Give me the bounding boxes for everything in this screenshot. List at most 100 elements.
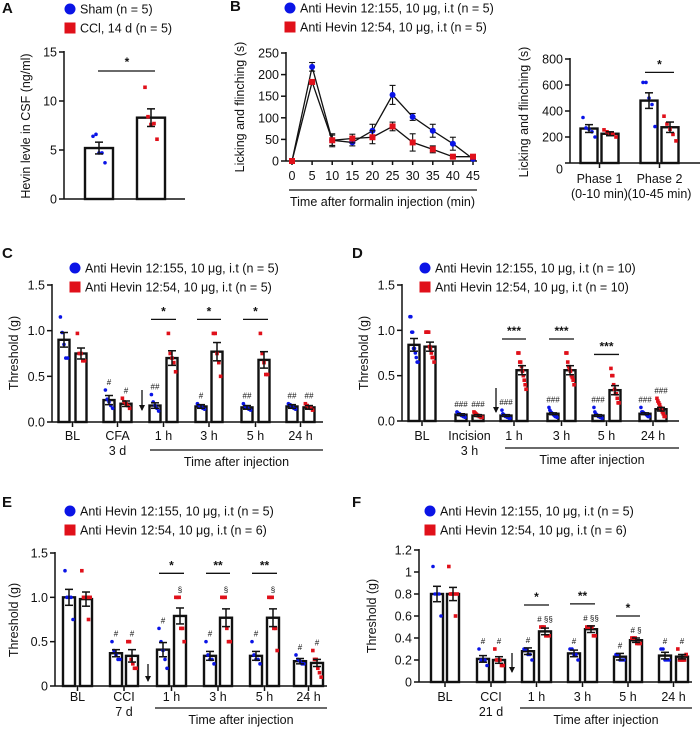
legend-entry: Anti Hevin 12:155, 10 μg, i.t (n = 5) [300, 2, 494, 16]
data-point [173, 369, 178, 374]
significance-star: * [125, 55, 130, 69]
data-point [447, 564, 451, 569]
significance-star: * [207, 304, 212, 318]
data-point [172, 360, 176, 365]
group-label: Time after injection [553, 713, 658, 727]
data-point [309, 406, 313, 411]
legend-entry: Anti Hevin 12:155, 10 μg, i.t (n = 5) [85, 262, 279, 276]
data-point [241, 401, 246, 406]
data-point [110, 639, 114, 644]
data-point [91, 134, 95, 139]
legend-entry: Anti Hevin 12:155, 10 μg, i.t (n = 5) [80, 505, 274, 519]
legend-entry: Anti Hevin 12:155, 10 μg, i.t (n = 5) [440, 505, 634, 519]
data-point [131, 662, 135, 666]
series-line [291, 79, 473, 162]
legend-entry: Anti Hevin 12:54, 10 μg, i.t (n = 5) [300, 21, 487, 35]
data-point [303, 401, 308, 406]
data-point [493, 647, 497, 651]
bar [515, 369, 529, 423]
data-point [611, 132, 615, 137]
significance-star: * [253, 304, 258, 318]
x-tick-label: 24 h [641, 429, 665, 443]
y-tick-label: 1.5 [28, 279, 45, 293]
significance-hash: # [680, 637, 685, 646]
significance-hash: # [497, 637, 502, 646]
x-tick-label: BL [437, 690, 452, 704]
data-point [65, 356, 70, 360]
data-point [663, 414, 667, 419]
x-tick-label: 0 [289, 169, 296, 183]
legend-entry: Anti Hevin 12:54, 10 μg, i.t (n = 10) [435, 281, 629, 295]
significance-star: *** [507, 324, 521, 338]
data-point [71, 617, 75, 622]
legend-square-icon [64, 524, 76, 536]
data-point [610, 373, 615, 378]
y-axis-label: Threshold (g) [7, 316, 21, 390]
data-point [453, 614, 458, 618]
y-tick-label: 1.0 [31, 591, 48, 605]
significance-hash: # § [630, 626, 641, 635]
data-point [409, 113, 416, 120]
data-point [213, 331, 217, 336]
panel-label: D [352, 245, 363, 262]
x-tick-label: 40 [446, 169, 460, 183]
significance-hash: # [161, 616, 166, 625]
data-point [414, 355, 419, 360]
data-point [204, 639, 208, 644]
x-tick-label: 25 [386, 169, 400, 183]
y-axis-label: Threshold (g) [357, 316, 371, 390]
data-point [82, 359, 87, 363]
data-point [426, 330, 431, 334]
data-point [517, 351, 521, 355]
significance-hash: ### [454, 400, 468, 409]
data-point [182, 639, 186, 644]
legend-circle-icon [419, 262, 431, 274]
legend-circle-icon [69, 262, 81, 274]
x-tick-label: 21 d [479, 705, 503, 719]
significance-hash: # [130, 630, 135, 639]
x-tick-label: 3 h [209, 690, 226, 704]
significance-hash: # [114, 630, 119, 639]
significance-hash: ### [591, 395, 605, 404]
data-point [449, 140, 456, 147]
x-tick-label: 24 h [661, 690, 685, 704]
significance-star: ** [578, 589, 588, 603]
data-point [647, 414, 651, 419]
legend-square-icon [424, 524, 436, 536]
x-tick-label: 3 h [200, 429, 217, 443]
significance-hash: ## [243, 392, 252, 401]
y-tick-label: 0.4 [395, 632, 412, 646]
panel-label: B [230, 0, 241, 15]
data-point [258, 331, 263, 336]
data-point [530, 658, 534, 662]
significance-hash: # [208, 630, 213, 639]
x-tick-label: CCI [113, 690, 135, 704]
data-point [566, 364, 571, 369]
significance-hash: ### [499, 398, 513, 407]
y-axis-label: Threshold (g) [7, 583, 21, 657]
data-point [270, 595, 274, 600]
data-point [614, 135, 618, 139]
significance-hash: # §§ [583, 614, 599, 623]
significance-star: * [657, 57, 662, 71]
data-point [180, 626, 185, 631]
data-point [644, 80, 648, 85]
y-tick-label: 400 [542, 105, 563, 119]
panel-label: E [2, 494, 12, 511]
legend-circle-icon [64, 3, 76, 15]
data-point [638, 641, 642, 646]
significance-star: * [626, 601, 631, 615]
data-point [682, 658, 687, 662]
data-point [522, 378, 527, 382]
group-label: Time after injection [188, 713, 293, 727]
legend-circle-icon [424, 505, 436, 517]
y-tick-label: 0.5 [31, 635, 48, 649]
data-point [118, 657, 122, 662]
data-point [265, 372, 270, 377]
injection-arrowhead-icon [509, 667, 515, 673]
data-point [555, 415, 559, 420]
y-tick-label: 0 [556, 163, 563, 177]
y-tick-label: 0.5 [28, 370, 45, 384]
y-tick-label: 0.6 [395, 610, 412, 624]
